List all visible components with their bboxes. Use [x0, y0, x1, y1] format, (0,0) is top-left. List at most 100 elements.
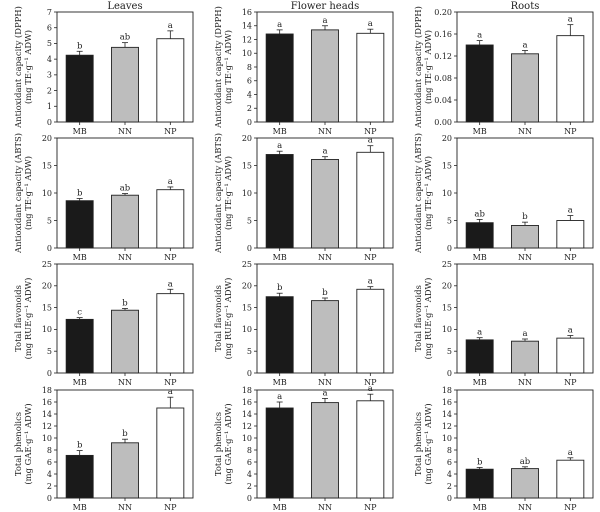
y-tick-label: 8	[447, 446, 452, 455]
y-tick-label: 16	[42, 398, 52, 407]
y-tick-label: 12	[242, 422, 252, 431]
y-tick-label: 2	[247, 104, 252, 113]
bar-mb	[265, 154, 294, 249]
y-axis-label: Total flavonoids	[13, 285, 23, 352]
significance-letter: a	[568, 206, 573, 216]
x-tick-label: NP	[364, 127, 377, 136]
y-axis-label: Total phenolics	[413, 412, 423, 476]
x-tick-label: MB	[473, 503, 487, 512]
bar-nn	[311, 158, 339, 249]
bar-np	[156, 407, 185, 499]
significance-letter: a	[168, 387, 173, 397]
significance-letter: a	[368, 136, 373, 146]
significance-letter: b	[522, 212, 528, 222]
x-tick-label: NP	[164, 253, 177, 262]
panel-2-1: 0 5 10 15 20 25 Total flavonoids (mg RUE·g⁻¹ AD…	[213, 260, 394, 387]
x-tick-label: NN	[118, 503, 132, 512]
x-tick-label: MB	[473, 378, 487, 387]
significance-letter: b	[122, 429, 128, 439]
significance-letter: ab	[120, 184, 131, 194]
y-axis-label: Antioxidant capacity (ABTS)	[13, 133, 23, 254]
bar-np	[556, 35, 585, 123]
bar-np	[156, 38, 185, 123]
significance-letter: a	[322, 16, 327, 26]
x-tick-label: NN	[518, 127, 532, 136]
y-tick-label: 25	[442, 260, 452, 269]
y-tick-label: 0	[247, 244, 252, 253]
significance-letter: ab	[474, 209, 485, 219]
y-tick-label: 20	[42, 134, 52, 143]
bar-mb	[65, 454, 94, 499]
bar-np	[156, 189, 185, 249]
significance-letter: a	[522, 329, 527, 339]
bar-np	[156, 293, 185, 374]
y-tick-label: 1	[47, 102, 52, 111]
significance-letter: ab	[520, 457, 531, 467]
bar-mb	[65, 318, 94, 374]
y-tick-label: 10	[42, 325, 52, 334]
y-tick-label: 0	[47, 118, 52, 127]
significance-letter: a	[368, 277, 373, 287]
y-tick-label: 6	[247, 458, 252, 467]
y-tick-label: 5	[247, 216, 252, 225]
x-tick-label: MB	[273, 503, 287, 512]
y-tick-label: 5	[47, 39, 52, 48]
bar-nn	[311, 300, 339, 374]
y-tick-label: 0	[47, 369, 52, 378]
significance-letter: a	[168, 279, 173, 289]
y-tick-label: 0	[47, 494, 52, 503]
y-tick-label: 25	[242, 260, 252, 269]
bar-np	[356, 32, 385, 123]
y-tick-label: 0.00	[434, 118, 452, 127]
bar-np	[356, 400, 385, 499]
x-tick-label: NN	[118, 127, 132, 136]
y-axis-label: Antioxidant capacity (DPPH)	[213, 6, 223, 129]
y-tick-label: 25	[42, 260, 52, 269]
y-tick-label: 5	[47, 347, 52, 356]
panel-3-0: 0 2 4 6 8 10 12 14 16 18 Total phenolics (mg GAE·g⁻…	[13, 386, 194, 512]
significance-letter: a	[277, 392, 282, 402]
x-tick-label: MB	[273, 127, 287, 136]
y-tick-label: 12	[442, 422, 452, 431]
y-tick-label: 10	[242, 325, 252, 334]
panel-1-2: 0 5 10 15 20 Antioxidant capacity (ABTS) (mg T…	[413, 133, 594, 262]
y-tick-label: 0	[47, 244, 52, 253]
y-tick-label: 0	[247, 369, 252, 378]
bar-mb	[65, 200, 94, 249]
x-tick-label: NN	[518, 253, 532, 262]
x-tick-label: NP	[564, 378, 577, 387]
significance-letter: a	[322, 388, 327, 398]
bar-np	[356, 288, 385, 374]
y-tick-label: 10	[442, 434, 452, 443]
x-tick-label: NN	[318, 503, 332, 512]
y-tick-label: 8	[47, 446, 52, 455]
significance-letter: a	[568, 326, 573, 336]
y-tick-label: 16	[242, 398, 252, 407]
y-axis-label: (mg TE·g⁻¹ ADW)	[423, 156, 433, 230]
y-tick-label: 6	[247, 77, 252, 86]
bar-nn	[511, 224, 539, 249]
bar-mb	[65, 54, 94, 123]
bar-np	[556, 220, 585, 249]
significance-letter: b	[322, 288, 328, 298]
significance-letter: b	[122, 298, 128, 308]
significance-letter: a	[277, 141, 282, 151]
bar-nn	[111, 309, 139, 374]
x-tick-label: MB	[473, 127, 487, 136]
panel-0-0: 0 1 2 3 4 5 6 7 Antioxidant capacity (DPPH) (mg T…	[13, 6, 194, 136]
y-axis-label: (mg TE·g⁻¹ ADW)	[423, 30, 433, 104]
bar-nn	[111, 46, 139, 123]
column-title: Leaves	[107, 1, 142, 12]
y-tick-label: 8	[247, 446, 252, 455]
y-tick-label: 15	[442, 303, 452, 312]
y-tick-label: 0	[447, 244, 452, 253]
column-title: Roots	[511, 1, 540, 12]
y-tick-label: 6	[447, 458, 452, 467]
y-tick-label: 10	[242, 434, 252, 443]
bar-nn	[311, 29, 339, 123]
y-tick-label: 20	[442, 134, 452, 143]
y-axis-label: (mg TE·g⁻¹ ADW)	[223, 156, 233, 230]
significance-letter: b	[477, 457, 483, 467]
x-tick-label: NP	[564, 253, 577, 262]
panel-2-2: 0 5 10 15 20 25 Total flavonoids (mg RUE·g⁻¹ AD…	[413, 260, 594, 387]
